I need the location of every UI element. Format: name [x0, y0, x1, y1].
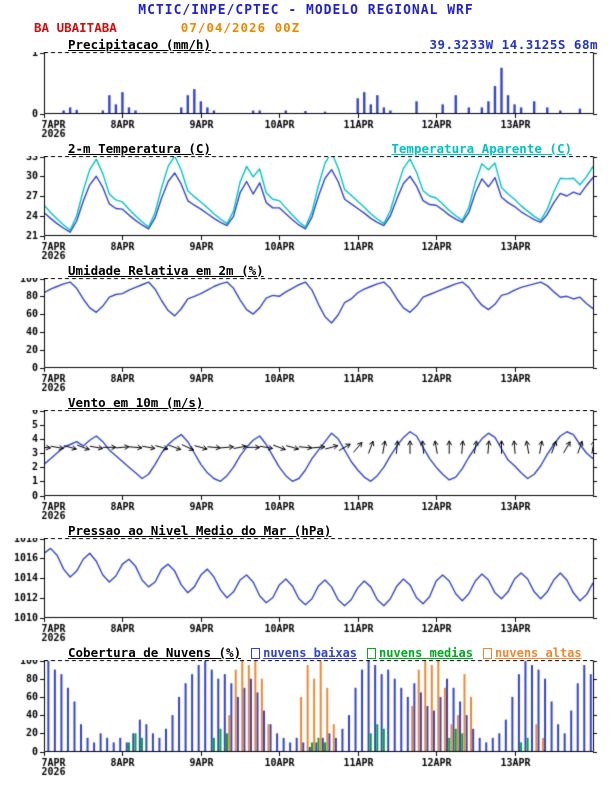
legend-nuvens-altas-label: nuvens altas	[494, 646, 582, 660]
nuvens-altas-swatch-icon	[482, 647, 492, 659]
wind-title: Vento em 10m (m/s)	[68, 395, 204, 410]
legend-nuvens-medias-label: nuvens medias	[379, 646, 473, 660]
pressure-chart	[0, 538, 612, 644]
apparent-temperature-title: Temperatura Aparente (C)	[391, 141, 572, 156]
temperature-chart	[0, 156, 612, 262]
nuvens-medias-swatch-icon	[367, 647, 377, 659]
legend-nuvens-altas: nuvens altas	[482, 646, 582, 660]
humidity-panel: Umidade Relativa em 2m (%)	[0, 262, 612, 394]
temperature-panel: 2-m Temperatura (C) Temperatura Aparente…	[0, 140, 612, 262]
coords-label: 39.3233W 14.3125S 68m	[429, 37, 598, 52]
humidity-title: Umidade Relativa em 2m (%)	[68, 263, 264, 278]
legend-nuvens-baixas: nuvens baixas	[251, 646, 357, 660]
wind-chart	[0, 410, 612, 522]
cloud-legend: nuvens baixas nuvens medias nuvens altas	[251, 646, 582, 660]
legend-nuvens-medias: nuvens medias	[367, 646, 473, 660]
pressure-title: Pressao ao Nivel Medio do Mar (hPa)	[68, 523, 332, 538]
run-datetime: 07/04/2026 00Z	[180, 20, 301, 35]
legend-nuvens-baixas-label: nuvens baixas	[263, 646, 358, 660]
nuvens-baixas-swatch-icon	[251, 647, 261, 659]
header-row: BA UBAITABA 07/04/2026 00Z	[0, 20, 612, 36]
cloud-cover-title: Cobertura de Nuvens (%)	[68, 645, 242, 660]
cloud-cover-chart	[0, 660, 612, 778]
precipitation-chart	[0, 52, 612, 140]
precipitation-panel: Precipitacao (mm/h) 39.3233W 14.3125S 68…	[0, 36, 612, 140]
humidity-chart	[0, 278, 612, 394]
wind-panel: Vento em 10m (m/s)	[0, 394, 612, 522]
cloud-cover-panel: Cobertura de Nuvens (%) nuvens baixas nu…	[0, 644, 612, 778]
precipitation-title: Precipitacao (mm/h)	[68, 37, 211, 52]
pressure-panel: Pressao ao Nivel Medio do Mar (hPa)	[0, 522, 612, 644]
app-title: MCTIC/INPE/CPTEC - MODELO REGIONAL WRF	[138, 3, 474, 18]
temperature-title: 2-m Temperatura (C)	[68, 141, 211, 156]
station-name: BA UBAITABA	[34, 20, 117, 35]
